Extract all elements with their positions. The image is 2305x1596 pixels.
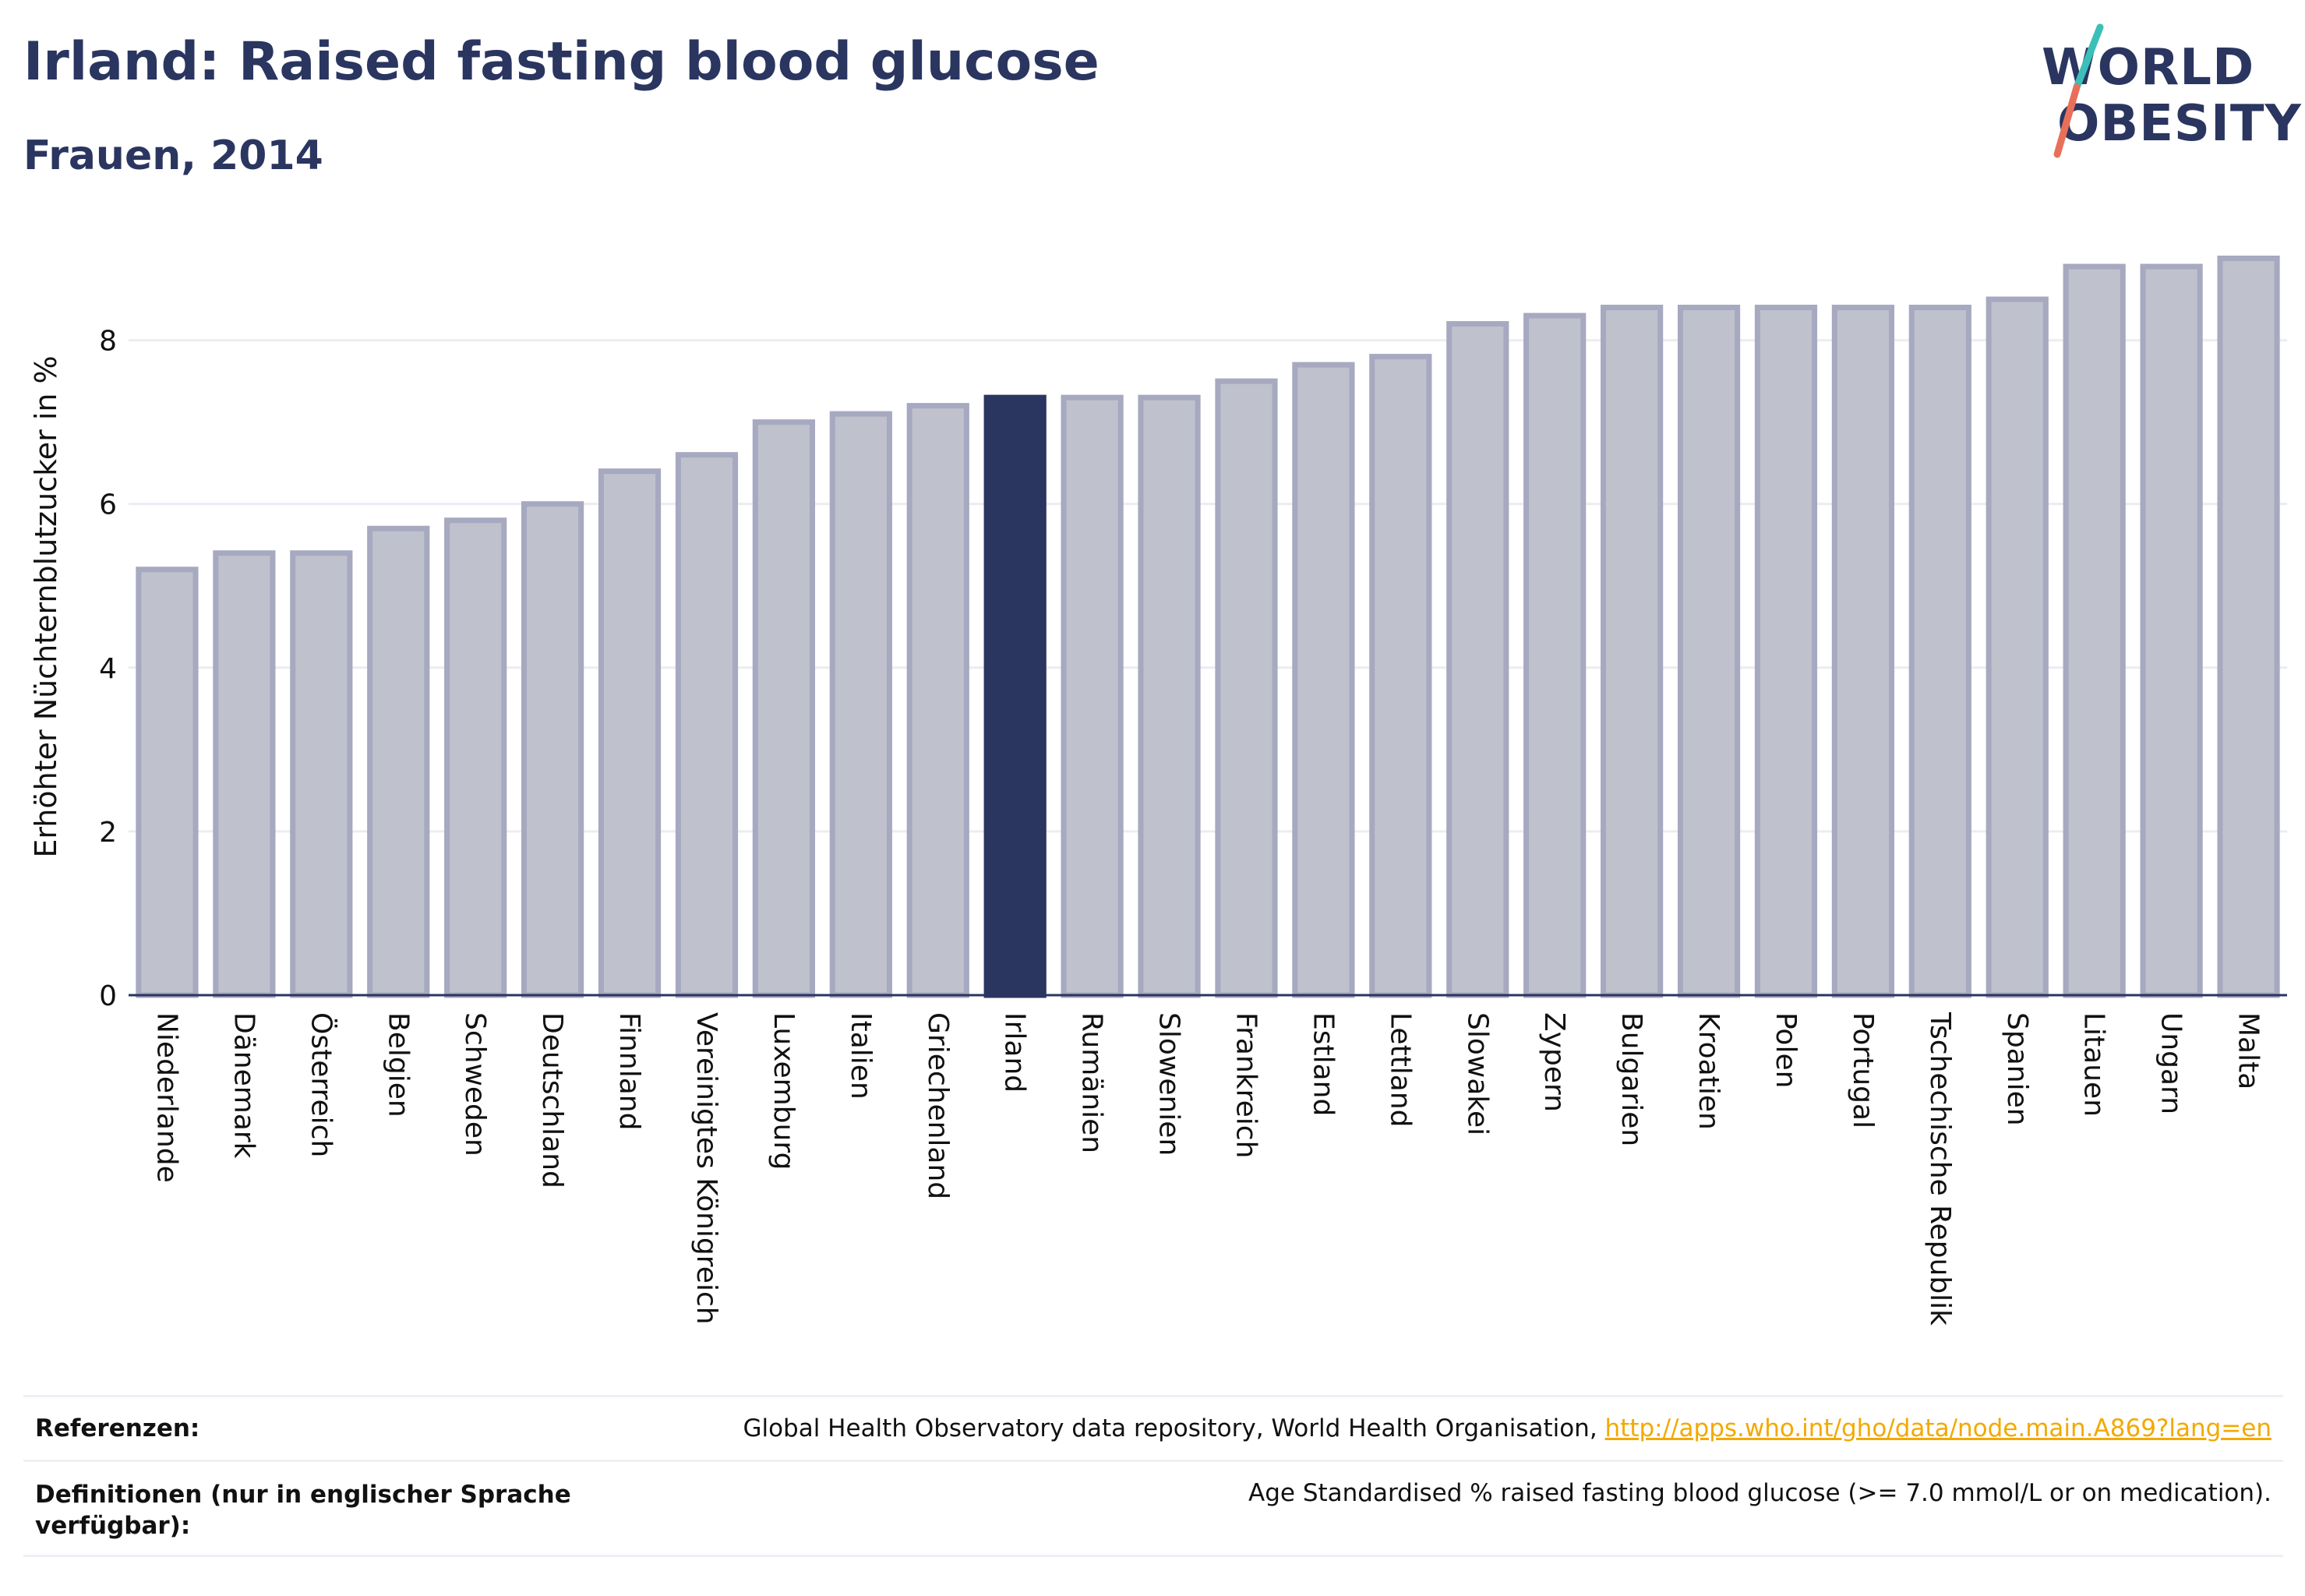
table-divider [23,1555,2283,1557]
definitions-label: Definitionen (nur in englischer Sprache … [35,1481,571,1540]
bar [2063,263,2126,998]
references-text: Global Health Observatory data repositor… [743,1414,1597,1442]
x-tick-label: Estland [1307,1012,1339,1116]
x-tick-label: Niederlande [150,1012,182,1183]
bar [1292,362,1355,998]
bar [1831,305,1894,998]
bar [1601,305,1664,998]
x-tick-label: Belgien [382,1012,414,1118]
x-tick-label: Bulgarien [1615,1012,1647,1146]
definitions-text: Age Standardised % raised fasting blood … [1248,1479,2271,1507]
bar [1754,305,1818,998]
x-tick-label: Schweden [459,1012,491,1156]
bar [752,419,815,998]
x-tick-label: Dänemark [228,1012,259,1159]
bar [598,468,662,998]
x-tick-label: Litauen [2078,1012,2110,1117]
x-tick-label: Österreich [305,1012,337,1157]
bar [1446,321,1509,998]
table-divider [23,1395,2283,1397]
bar [1369,354,1432,998]
x-tick-label: Portugal [1847,1012,1879,1128]
x-tick-label: Luxemburg [768,1012,800,1170]
y-axis-label: Erhöhter Nüchternblutzucker in % [29,355,63,857]
x-tick-label: Irland [999,1012,1031,1093]
references-link[interactable]: http://apps.who.int/gho/data/node.main.A… [1604,1414,2271,1442]
bar [1138,394,1201,998]
chart-title: Irland: Raised fasting blood glucose [23,31,1100,93]
y-tick-label: 4 [99,653,117,685]
bar [1677,305,1741,998]
bar [1986,296,2049,998]
chart-subtitle: Frauen, 2014 [23,132,323,179]
table-divider [23,1460,2283,1462]
x-tick-label: Finnland [613,1012,645,1130]
x-tick-label: Ungarn [2155,1012,2187,1114]
bar-chart: 0 2 4 6 8 Erhöhter Nüchternblutzucker in % Nie… [29,256,2287,1326]
bar [1215,378,1278,998]
y-tick-label: 8 [99,326,117,358]
bar [367,525,430,998]
logo-line-2: OBESITY [2057,95,2302,153]
y-tick-label: 0 [99,980,117,1012]
x-tick-label: Lettland [1384,1012,1416,1128]
x-tick-label: Kroatien [1693,1012,1724,1130]
bar [675,452,739,998]
x-tick-label: Zypern [1538,1012,1570,1112]
y-tick-label: 6 [99,489,117,521]
bar [2140,263,2203,998]
references-label: Referenzen: [35,1414,200,1442]
bar [829,411,892,998]
bar [1523,312,1587,998]
x-tick-label: Tschechische Republik [1924,1012,1956,1326]
y-tick-label: 2 [99,817,117,849]
x-tick-label: Malta [2233,1012,2264,1089]
x-tick-label: Deutschland [536,1012,568,1188]
x-tick-label: Griechenland [922,1012,954,1199]
bar [1061,394,1124,998]
x-tick-label: Vereinigtes Königreich [690,1012,722,1325]
x-tick-label: Slowenien [1153,1012,1185,1156]
references-value: Global Health Observatory data repositor… [743,1414,2271,1442]
x-tick-label: Slowakei [1461,1012,1493,1135]
bar [521,501,584,998]
world-obesity-logo: WORLD OBESITY [2034,23,2301,164]
bar [444,517,507,998]
bar-highlighted [983,394,1047,998]
bar [2217,256,2280,998]
bar [290,550,353,998]
x-tick-label: Rumänien [1076,1012,1108,1153]
x-tick-label: Italien [845,1012,877,1100]
bar [213,550,276,998]
x-tick-label: Spanien [2001,1012,2033,1126]
logo-slash-icon [2053,23,2104,158]
bar [1908,305,1971,998]
bar [136,567,199,998]
bar [906,403,969,998]
x-tick-label: Frankreich [1230,1012,1262,1158]
x-tick-label: Polen [1770,1012,1802,1088]
